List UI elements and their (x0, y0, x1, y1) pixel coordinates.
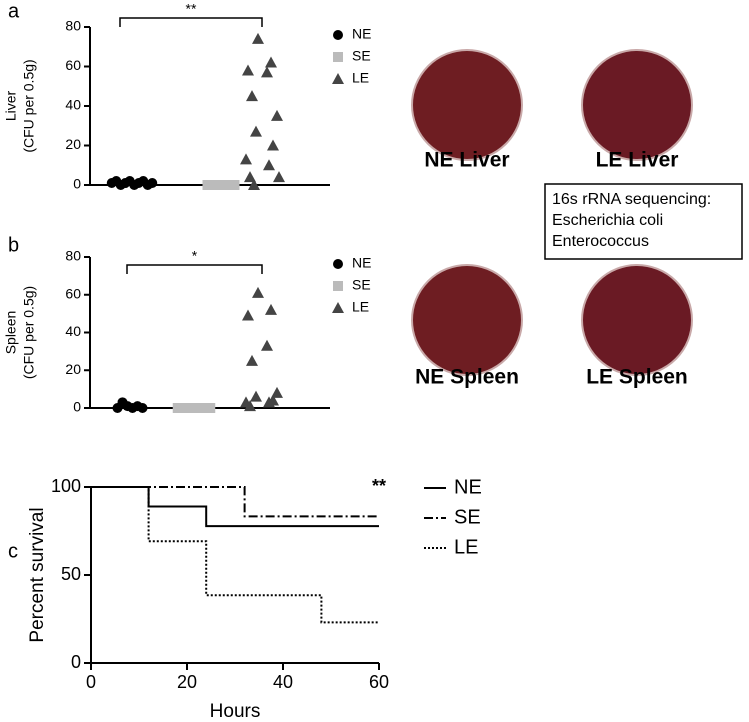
point (242, 309, 254, 321)
point (244, 400, 256, 412)
point (333, 259, 343, 269)
panel-label: b (8, 234, 19, 256)
y-tick-label: 80 (65, 18, 81, 34)
plate-label: NE Spleen (415, 366, 519, 389)
plate-label: LE Spleen (586, 366, 688, 389)
point (265, 303, 277, 315)
survival-line (91, 486, 379, 518)
point (261, 339, 273, 351)
significance-label: ** (186, 1, 197, 17)
x-tick-label: 0 (86, 672, 96, 692)
point (244, 171, 256, 183)
note-line: 16s rRNA sequencing: (552, 191, 711, 208)
x-tick-label: 20 (177, 672, 197, 692)
x-axis-label: Hours (210, 701, 261, 722)
petri-plate (411, 49, 523, 161)
point (263, 159, 275, 171)
y-axis-label: Liver (3, 90, 19, 121)
point (263, 396, 275, 408)
point (333, 52, 343, 62)
point (242, 64, 254, 76)
survival-line (91, 486, 379, 528)
point (332, 73, 344, 84)
petri-plate (581, 49, 693, 161)
y-tick-label: 60 (65, 285, 81, 301)
note-box (544, 183, 743, 260)
y-tick-label: 40 (65, 323, 81, 339)
point (211, 180, 222, 190)
point (172, 403, 183, 413)
x-tick-label: 60 (369, 672, 389, 692)
point (265, 56, 277, 68)
point (333, 281, 343, 291)
point (252, 286, 264, 298)
plate-label: LE Liver (596, 149, 679, 172)
y-tick-label: 0 (71, 652, 81, 672)
point (205, 403, 216, 413)
y-axis-label: (CFU per 0.5g) (21, 59, 37, 152)
legend-label: NE (352, 255, 371, 271)
petri-plate (581, 264, 693, 376)
point (250, 390, 262, 402)
y-tick-label: 0 (73, 399, 81, 415)
panel-label: c (8, 540, 18, 562)
legend-label: NE (352, 26, 371, 42)
point (179, 403, 190, 413)
plate-label: NE Liver (424, 149, 509, 172)
point (248, 179, 260, 190)
y-tick-label: 40 (65, 97, 81, 113)
point (332, 302, 344, 313)
y-tick-label: 60 (65, 57, 81, 73)
y-tick-label: 80 (65, 248, 81, 264)
legend-label: SE (352, 277, 371, 293)
y-axis-label: Percent survival (27, 507, 48, 642)
legend-label: NE (454, 476, 482, 498)
significance-bracket (126, 264, 263, 274)
note-line: Escherichia coli (552, 212, 663, 229)
point (202, 180, 213, 190)
significance-label: ** (372, 476, 386, 496)
survival-line (91, 486, 379, 624)
y-tick-label: 50 (61, 564, 81, 584)
point (220, 180, 231, 190)
y-tick-label: 20 (65, 361, 81, 377)
x-tick-label: 40 (273, 672, 293, 692)
note-line: Enterococcus (552, 233, 649, 250)
point (267, 139, 279, 151)
point (246, 354, 258, 366)
panel-label: a (8, 0, 20, 22)
legend-label: LE (454, 536, 478, 558)
point (240, 153, 252, 165)
point (271, 109, 283, 121)
y-axis-label: (CFU per 0.5g) (21, 286, 37, 379)
point (185, 403, 196, 413)
point (147, 178, 158, 189)
point (198, 403, 209, 413)
y-tick-label: 20 (65, 136, 81, 152)
point (261, 66, 273, 78)
y-axis-label: Spleen (3, 311, 19, 355)
point (137, 403, 148, 413)
point (271, 386, 283, 398)
point (229, 180, 240, 190)
legend-label: LE (352, 70, 369, 86)
point (333, 30, 343, 40)
petri-plate (411, 264, 523, 376)
significance-label: * (192, 248, 198, 264)
y-tick-label: 100 (51, 476, 81, 496)
point (192, 403, 203, 413)
point (273, 171, 285, 183)
significance-bracket (119, 17, 263, 27)
y-tick-label: 0 (73, 176, 81, 192)
legend-label: SE (352, 48, 371, 64)
point (250, 125, 262, 137)
point (246, 90, 258, 102)
point (252, 32, 264, 44)
legend-label: SE (454, 506, 481, 528)
legend-label: LE (352, 299, 369, 315)
